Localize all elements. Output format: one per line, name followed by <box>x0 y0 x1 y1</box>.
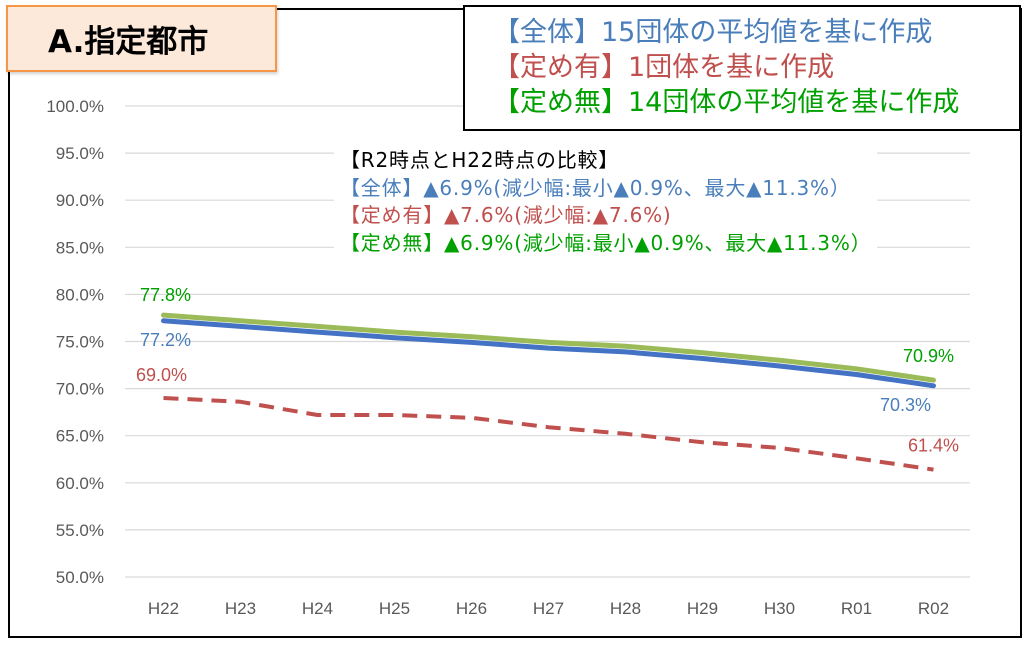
x-tick-label: R02 <box>918 599 949 618</box>
x-tick-label: H25 <box>379 599 410 618</box>
x-tick-label: R01 <box>841 599 872 618</box>
x-tick-label: H22 <box>148 599 179 618</box>
series-line-1 <box>161 318 936 389</box>
x-tick-label: H29 <box>687 599 718 618</box>
source-note-box: 【全体】15団体の平均値を基に作成 【定め有】1団体を基に作成 【定め無】14団… <box>463 5 1021 131</box>
y-axis: 100.0% 95.0% 90.0% 85.0% 80.0% 75.0% 70.0% 65.0… <box>46 97 104 587</box>
comparison-heading: 【R2時点とH22時点の比較】 <box>340 148 620 172</box>
data-label: 70.9% <box>903 346 954 366</box>
series-line-3 <box>161 312 936 383</box>
y-tick-label: 90.0% <box>56 191 104 210</box>
comparison-line: 【定め無】▲6.9%(減少幅:最小▲0.9%、最大▲11.3%） <box>340 231 872 256</box>
x-tick-label: H27 <box>533 599 564 618</box>
source-note-line: 【全体】15団体の平均値を基に作成 <box>493 17 933 48</box>
series-line-2 <box>163 396 934 472</box>
y-tick-label: 70.0% <box>56 380 104 399</box>
y-tick-label: 80.0% <box>56 285 104 304</box>
x-tick-label: H26 <box>456 599 487 618</box>
y-tick-label: 60.0% <box>56 474 104 493</box>
y-tick-label: 75.0% <box>56 333 104 352</box>
data-labels: 77.2% 70.3% 69.0% 61.4% 77.8% 70.9% <box>136 285 959 455</box>
x-tick-label: H28 <box>610 599 641 618</box>
comparison-annotation: 【R2時点とH22時点の比較】 【全体】▲6.9%(減少幅:最小▲0.9%、最大… <box>334 146 878 260</box>
x-tick-label: H30 <box>764 599 795 618</box>
y-tick-label: 95.0% <box>56 144 104 163</box>
comparison-line: 【全体】▲6.9%(減少幅:最小▲0.9%、最大▲11.3%） <box>340 175 851 200</box>
data-label: 69.0% <box>136 365 187 385</box>
x-tick-label: H23 <box>225 599 256 618</box>
x-tick-label: H24 <box>302 599 333 618</box>
source-note-line: 【定め有】1団体を基に作成 <box>493 52 835 83</box>
comparison-line: 【定め有】▲7.6%(減少幅:▲7.6%) <box>340 203 672 228</box>
data-label: 70.3% <box>880 395 931 415</box>
title-box: A.指定都市 <box>6 5 277 72</box>
x-axis: H22 H23 H24 H25 H26 H27 H28 H29 H30 R01 R02 <box>148 599 949 618</box>
data-label: 77.2% <box>140 330 191 350</box>
y-tick-label: 85.0% <box>56 238 104 257</box>
y-tick-label: 55.0% <box>56 521 104 540</box>
y-tick-label: 65.0% <box>56 427 104 446</box>
data-label: 61.4% <box>908 436 959 456</box>
data-label: 77.8% <box>140 285 191 305</box>
y-tick-label: 100.0% <box>46 97 104 116</box>
y-tick-label: 50.0% <box>56 568 104 587</box>
series-lines <box>161 312 936 472</box>
source-note-line: 【定め無】14団体の平均値を基に作成 <box>493 87 960 118</box>
page-title: A.指定都市 <box>48 24 209 60</box>
